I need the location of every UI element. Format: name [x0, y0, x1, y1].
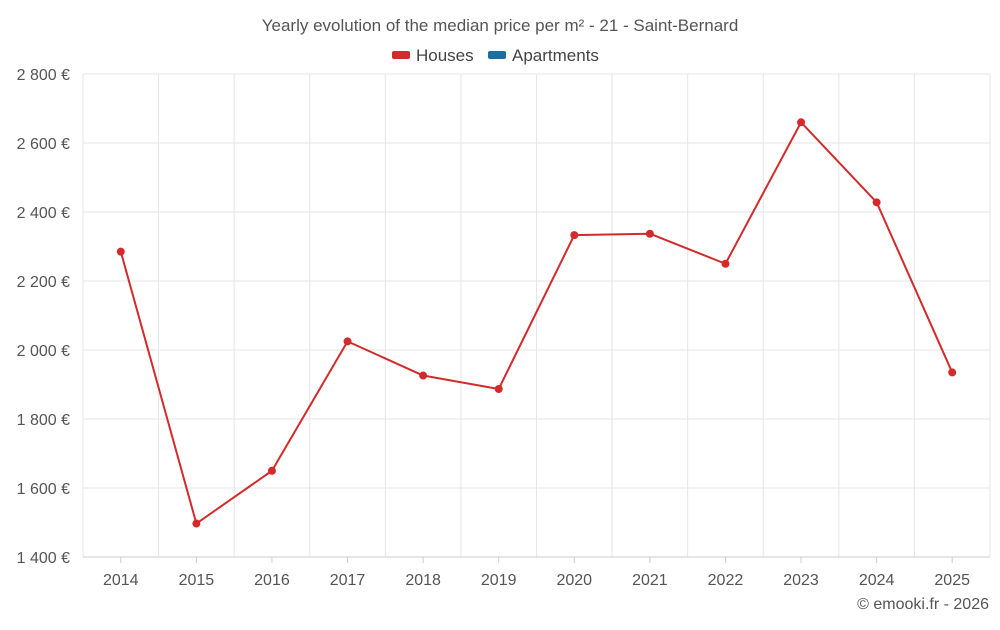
y-tick-label: 2 600 €	[17, 136, 70, 153]
series-houses	[116, 118, 957, 528]
x-tick-label: 2015	[179, 572, 215, 589]
x-tick-label: 2022	[708, 572, 744, 589]
data-point-houses-2014[interactable]	[116, 247, 125, 256]
y-tick-label: 2 800 €	[17, 67, 70, 84]
data-point-houses-2024[interactable]	[872, 198, 881, 207]
legend-swatch-houses	[392, 51, 410, 59]
y-tick-label: 2 000 €	[17, 343, 70, 360]
legend-label-houses: Houses	[416, 46, 474, 65]
x-tick-label: 2018	[405, 572, 441, 589]
y-tick-label: 1 800 €	[17, 412, 70, 429]
data-point-houses-2020[interactable]	[570, 231, 579, 240]
x-tick-label: 2014	[103, 572, 139, 589]
y-tick-label: 1 400 €	[17, 550, 70, 567]
series-line-houses	[119, 121, 954, 525]
data-point-houses-2019[interactable]	[494, 384, 503, 393]
data-point-houses-2023[interactable]	[797, 118, 806, 127]
grid	[82, 73, 991, 558]
x-tick-label: 2023	[783, 572, 819, 589]
data-point-houses-2016[interactable]	[267, 466, 276, 475]
chart-title: Yearly evolution of the median price per…	[262, 16, 739, 35]
x-tick-label: 2025	[934, 572, 970, 589]
legend-label-apartments: Apartments	[512, 46, 599, 65]
x-axis: 2014 2015 2016 2017 2018 2019 2020 2021 2022 2023…	[83, 556, 990, 589]
legend-item-apartments[interactable]: Apartments	[488, 46, 599, 65]
y-tick-label: 1 600 €	[17, 481, 70, 498]
data-point-houses-2018[interactable]	[419, 371, 428, 380]
y-tick-label: 2 400 €	[17, 205, 70, 222]
x-tick-label: 2016	[254, 572, 290, 589]
x-tick-label: 2021	[632, 572, 668, 589]
data-point-houses-2025[interactable]	[948, 368, 957, 377]
credit-text: © emooki.fr - 2026	[857, 596, 989, 613]
y-tick-label: 2 200 €	[17, 274, 70, 291]
data-point-houses-2017[interactable]	[343, 337, 352, 346]
data-point-houses-2021[interactable]	[645, 229, 654, 238]
data-point-houses-2022[interactable]	[721, 259, 730, 268]
legend-swatch-apartments	[488, 51, 506, 59]
x-tick-label: 2020	[556, 572, 592, 589]
x-tick-label: 2017	[330, 572, 366, 589]
x-tick-label: 2019	[481, 572, 517, 589]
legend-item-houses[interactable]: Houses	[392, 46, 474, 65]
legend: Houses Apartments	[392, 46, 599, 65]
y-axis: 1 400 € 1 600 € 1 800 € 2 000 € 2 200 € 2 400…	[17, 67, 70, 567]
x-tick-label: 2024	[859, 572, 895, 589]
data-point-houses-2015[interactable]	[192, 519, 201, 528]
